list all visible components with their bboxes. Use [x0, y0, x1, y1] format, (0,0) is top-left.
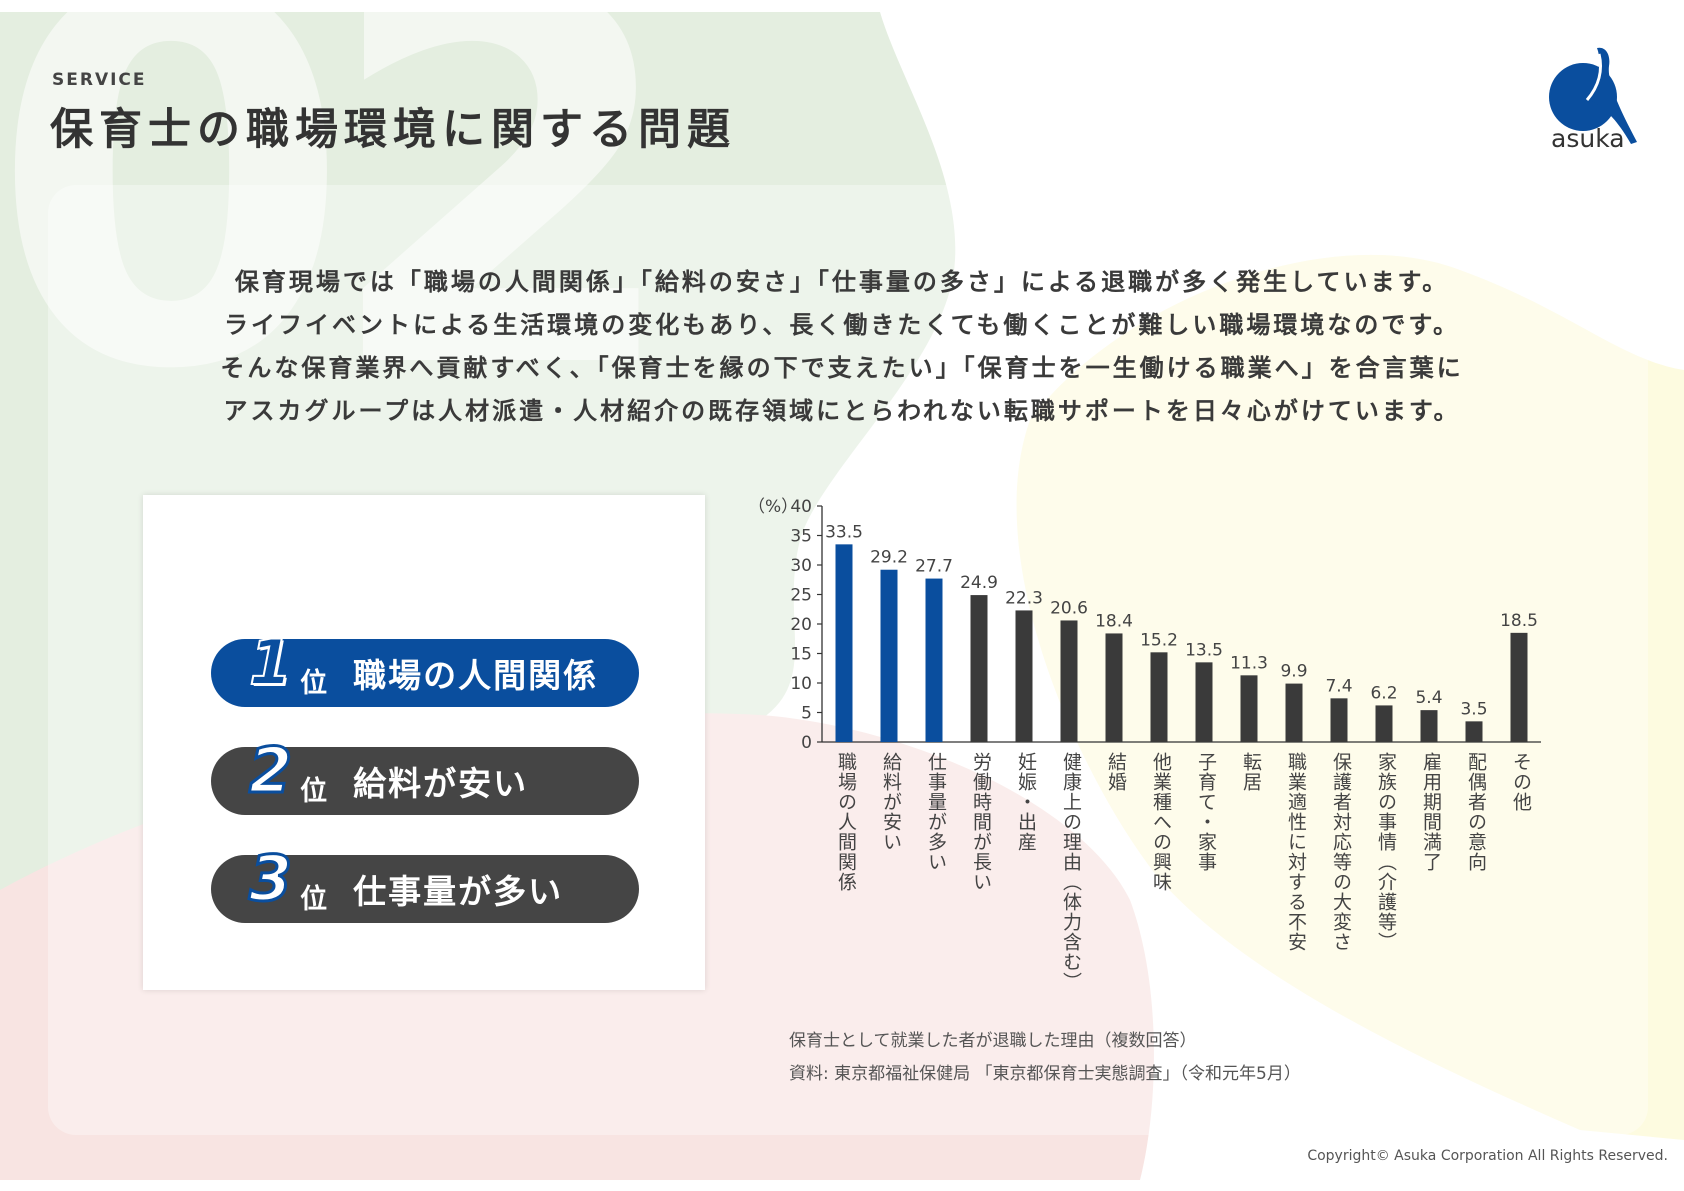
- data-label: 5.4: [1415, 688, 1442, 708]
- y-tick-label: 15: [790, 645, 812, 665]
- data-label: 6.2: [1370, 683, 1397, 703]
- lead-paragraph: 保育現場では「職場の人間関係」「給料の安さ」「仕事量の多さ」による退職が多く発生…: [0, 268, 1684, 440]
- data-label: 29.2: [870, 548, 908, 568]
- bar: [1330, 698, 1348, 742]
- category-label: 子育て・家事: [1195, 752, 1217, 872]
- category-label: 健康上の理由（体力含む）: [1060, 752, 1082, 992]
- rank-suffix: 位: [300, 883, 328, 915]
- category-label: 職業適性に対する不安: [1285, 752, 1307, 952]
- data-label: 33.5: [825, 522, 863, 542]
- rank-number: 2: [247, 734, 293, 807]
- y-tick-label: 30: [790, 556, 812, 576]
- rank-label: 給料が安い: [353, 764, 529, 803]
- rank-suffix: 位: [300, 667, 328, 699]
- rank-number: 1: [248, 626, 293, 699]
- data-label: 3.5: [1460, 699, 1487, 719]
- category-label: 他業種への興味: [1150, 752, 1172, 892]
- chart-citation: 資料: 東京都福祉保健局 「東京都保育士実態調査」（令和元年5月）: [789, 1064, 1301, 1084]
- bar: [1195, 662, 1213, 742]
- chart-caption: 保育士として就業した者が退職した理由（複数回答）: [789, 1031, 1197, 1051]
- page-title: 保育士の職場環境に関する問題: [50, 105, 736, 155]
- y-tick-label: 35: [790, 527, 812, 547]
- section-label: SERVICE: [52, 70, 147, 90]
- y-unit-label: （%）: [748, 497, 798, 517]
- bar: [1420, 710, 1438, 742]
- data-label: 24.9: [960, 573, 998, 593]
- y-tick-label: 0: [801, 733, 812, 753]
- category-label: 保護者対応等の大変さ: [1330, 752, 1352, 952]
- category-label: 仕事量が多い: [925, 752, 947, 872]
- asuka-logo-icon: [1549, 47, 1637, 145]
- data-label: 13.5: [1185, 640, 1223, 660]
- bar: [970, 595, 988, 742]
- watermark-number: 02: [0, 0, 684, 483]
- rank-2-pill: 2 位 給料が安い: [211, 738, 639, 815]
- category-label: 結婚: [1105, 752, 1127, 792]
- y-tick-label: 10: [790, 674, 812, 694]
- category-label: 配偶者の意向: [1465, 752, 1487, 872]
- ranking-card: 1 位 職場の人間関係 2 位 給料が安い 3 位 仕事量が多い: [143, 495, 705, 990]
- data-label: 18.4: [1095, 611, 1133, 631]
- data-label: 20.6: [1050, 598, 1088, 618]
- data-label: 22.3: [1005, 588, 1043, 608]
- rank-label: 仕事量が多い: [353, 872, 564, 911]
- category-label: 給料が安い: [880, 752, 902, 852]
- category-label: 妊娠・出産: [1015, 752, 1037, 852]
- bar: [1510, 632, 1528, 742]
- data-label: 15.2: [1140, 630, 1178, 650]
- category-label: 転居: [1240, 752, 1262, 792]
- data-label: 11.3: [1230, 653, 1268, 673]
- data-label: 9.9: [1280, 662, 1307, 682]
- data-label: 7.4: [1325, 676, 1352, 696]
- category-label: その他: [1510, 752, 1532, 812]
- rank-label: 職場の人間関係: [353, 656, 599, 695]
- bar: [1465, 721, 1483, 742]
- bar: [880, 569, 898, 742]
- rank-suffix: 位: [300, 775, 328, 807]
- copyright: Copyright© Asuka Corporation All Rights …: [1307, 1148, 1668, 1164]
- bar: [1060, 620, 1078, 742]
- bar: [1285, 683, 1303, 742]
- bar: [835, 544, 853, 742]
- category-label: 家族の事情（介護等）: [1375, 752, 1397, 952]
- category-label: 労働時間が長い: [970, 752, 992, 892]
- bar: [1375, 705, 1393, 742]
- bar: [1240, 675, 1258, 742]
- lead-line: ライフイベントによる生活環境の変化もあり、長く働きたくても働くことが難しい職場環…: [224, 311, 1460, 339]
- y-tick-label: 40: [790, 497, 812, 517]
- bar: [1150, 652, 1168, 742]
- data-label: 27.7: [915, 557, 953, 577]
- rank-number: 3: [247, 842, 293, 915]
- category-label: 雇用期間満了: [1420, 752, 1442, 872]
- bar: [1015, 610, 1033, 742]
- y-tick-label: 5: [801, 704, 812, 724]
- bar: [1105, 633, 1123, 742]
- data-label: 18.5: [1500, 611, 1538, 631]
- bar: [925, 578, 943, 742]
- y-tick-label: 20: [790, 615, 812, 635]
- logo-text: asuka: [1551, 124, 1625, 153]
- rank-3-pill: 3 位 仕事量が多い: [211, 846, 639, 923]
- lead-line: アスカグループは人材派遣・人材紹介の既存領域にとらわれない転職サポートを日々心が…: [223, 397, 1461, 425]
- chart-source: 保育士として就業した者が退職した理由（複数回答） 資料: 東京都福祉保健局 「東…: [789, 1025, 1301, 1091]
- y-tick-label: 25: [790, 586, 812, 606]
- lead-line: 保育現場では「職場の人間関係」「給料の安さ」「仕事量の多さ」による退職が多く発生…: [234, 268, 1450, 296]
- lead-line: そんな保育業界へ貢献すべく、「保育士を縁の下で支えたい」「保育士を一生働ける職業…: [220, 354, 1464, 382]
- category-label: 職場の人間関係: [835, 752, 857, 892]
- bar-chart: （%） 0 5 10 15 20 25 30 35 40 33.5 職場の人間関係 29.2 給料が安い 2…: [748, 497, 1541, 992]
- rank-1-pill: 1 位 職場の人間関係: [211, 631, 639, 707]
